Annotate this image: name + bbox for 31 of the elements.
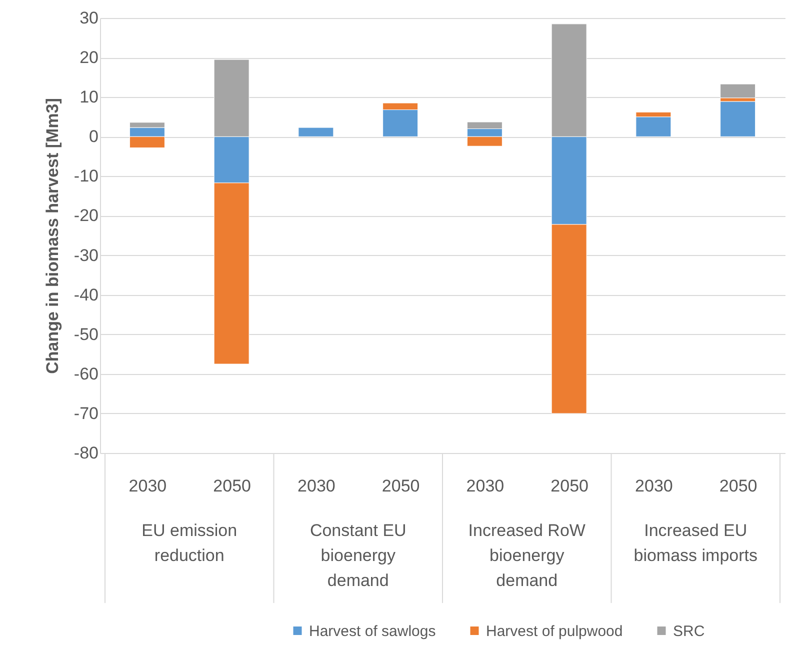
x-tick-label: 2030 [128,476,167,496]
x-tick-label: 2050 [382,476,420,496]
y-tick-label: -40 [74,285,98,304]
x-tick-label: 2050 [213,476,251,496]
legend-label: SRC [673,622,705,640]
x-tick-label: 2050 [550,476,588,496]
legend-label: Harvest of pulpwood [486,622,623,640]
y-tick-label: -30 [74,246,98,265]
text: EU emission reduction [142,521,238,565]
y-axis-title: Change in biomass harvest [Mm3] [42,98,62,374]
y-tick-label: -80 [74,444,98,462]
y-tick-label: 30 [80,8,98,28]
text: Constant EU bioenergy demand [310,521,406,590]
y-tick-label: -50 [74,324,98,344]
x-tick-label: 2050 [719,476,758,496]
bar [720,84,756,98]
y-tick-label: -70 [74,404,98,423]
text: Increased EU biomass imports [634,521,758,565]
y-tick-label: -60 [74,364,98,384]
x-tick-label: 2030 [298,476,336,496]
bar [298,127,334,137]
y-tick-label: 0 [89,127,98,146]
x-tick-label: 2030 [466,476,504,496]
y-tick-label: 10 [80,88,98,107]
text: Increased RoW bioenergy demand [468,521,586,590]
y-tick-label: -20 [74,206,98,226]
y-tick-label: -10 [74,166,98,186]
x-tick-label: 2030 [635,476,673,496]
bar [720,101,756,137]
y-tick-label: 20 [80,48,98,68]
legend-label: Harvest of sawlogs [309,622,436,640]
